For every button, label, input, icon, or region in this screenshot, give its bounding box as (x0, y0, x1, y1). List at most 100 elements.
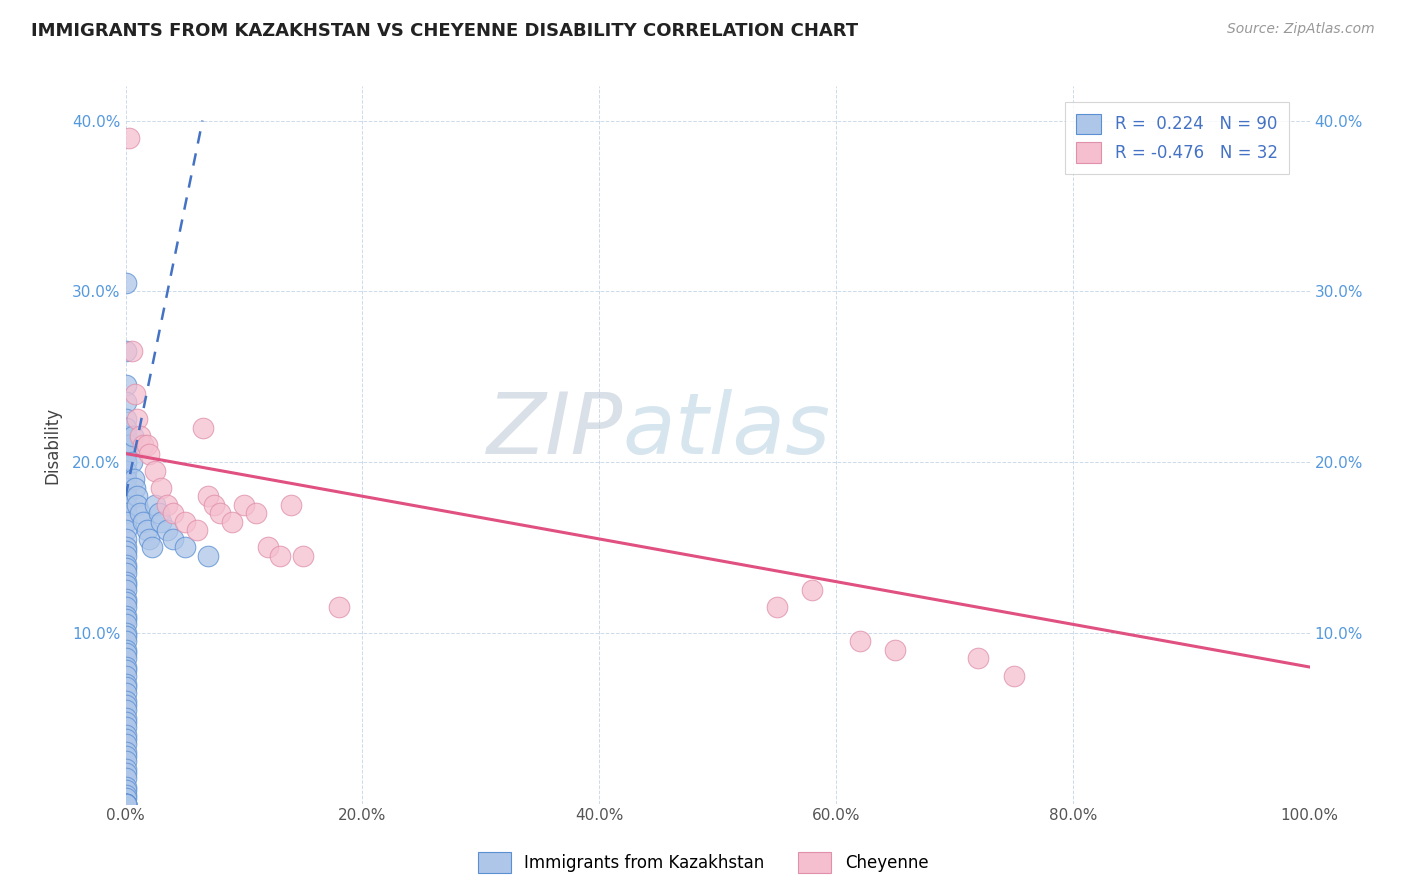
Point (121, 429, 143, 443)
Point (114, 797, 136, 811)
Point (114, 694, 136, 708)
Point (114, 651, 136, 665)
Point (114, 643, 136, 657)
Point (114, 532, 136, 546)
Point (114, 791, 136, 805)
Point (138, 532, 160, 546)
Point (135, 438, 157, 452)
Point (114, 783, 136, 797)
Point (114, 737, 136, 751)
Point (186, 524, 208, 538)
Point (114, 583, 136, 598)
Point (114, 412, 136, 426)
Point (114, 395, 136, 409)
Point (197, 489, 219, 503)
Point (114, 464, 136, 478)
Point (114, 566, 136, 580)
Point (114, 763, 136, 777)
Point (114, 574, 136, 589)
Point (114, 728, 136, 742)
Point (114, 711, 136, 725)
Point (132, 515, 155, 529)
Point (127, 498, 149, 512)
Point (121, 344, 143, 359)
Point (292, 549, 315, 563)
Legend: Immigrants from Kazakhstan, Cheyenne: Immigrants from Kazakhstan, Cheyenne (471, 846, 935, 880)
Point (114, 429, 136, 443)
Point (801, 583, 824, 598)
Point (269, 549, 291, 563)
Point (114, 660, 136, 674)
Point (114, 612, 136, 626)
Point (143, 464, 166, 478)
Point (124, 481, 146, 495)
Point (150, 515, 173, 529)
Point (114, 681, 136, 695)
Point (162, 506, 184, 520)
Point (114, 561, 136, 575)
Point (209, 506, 232, 520)
Text: Source: ZipAtlas.com: Source: ZipAtlas.com (1227, 22, 1375, 37)
Point (150, 481, 173, 495)
Point (114, 646, 136, 660)
Text: atlas: atlas (623, 389, 831, 472)
Point (118, 130, 141, 145)
Point (114, 714, 136, 729)
Point (114, 498, 136, 512)
Point (114, 446, 136, 460)
Point (765, 600, 787, 615)
Point (114, 685, 136, 699)
Point (148, 506, 170, 520)
Y-axis label: Disability: Disability (44, 407, 60, 483)
Point (114, 578, 136, 592)
Point (848, 634, 870, 648)
Point (202, 498, 225, 512)
Point (114, 438, 136, 452)
Point (128, 429, 150, 443)
Point (114, 600, 136, 615)
Point (114, 524, 136, 538)
Point (135, 524, 157, 538)
Point (118, 438, 141, 452)
Point (114, 378, 136, 392)
Point (114, 625, 136, 640)
Point (114, 797, 136, 811)
Point (114, 720, 136, 734)
Point (967, 651, 990, 665)
Point (122, 472, 145, 486)
Point (114, 703, 136, 717)
Point (143, 498, 166, 512)
Point (114, 634, 136, 648)
Point (114, 797, 136, 811)
Point (114, 608, 136, 623)
Point (114, 668, 136, 682)
Point (191, 421, 214, 435)
Point (114, 664, 136, 678)
Point (114, 421, 136, 435)
Point (173, 515, 195, 529)
Point (280, 498, 302, 512)
Point (114, 780, 136, 794)
Point (156, 524, 179, 538)
Point (156, 498, 179, 512)
Point (114, 506, 136, 520)
Point (114, 455, 136, 469)
Point (121, 455, 143, 469)
Point (114, 558, 136, 572)
Point (132, 438, 155, 452)
Point (114, 677, 136, 691)
Point (114, 754, 136, 768)
Point (114, 591, 136, 606)
Point (127, 489, 149, 503)
Point (114, 698, 136, 712)
Text: IMMIGRANTS FROM KAZAKHSTAN VS CHEYENNE DISABILITY CORRELATION CHART: IMMIGRANTS FROM KAZAKHSTAN VS CHEYENNE D… (31, 22, 858, 40)
Legend: R =  0.224   N = 90, R = -0.476   N = 32: R = 0.224 N = 90, R = -0.476 N = 32 (1064, 102, 1289, 174)
Point (173, 541, 195, 555)
Point (114, 617, 136, 632)
Point (114, 515, 136, 529)
Point (138, 446, 160, 460)
Point (884, 643, 907, 657)
Point (141, 541, 163, 555)
Point (114, 544, 136, 558)
Point (221, 515, 243, 529)
